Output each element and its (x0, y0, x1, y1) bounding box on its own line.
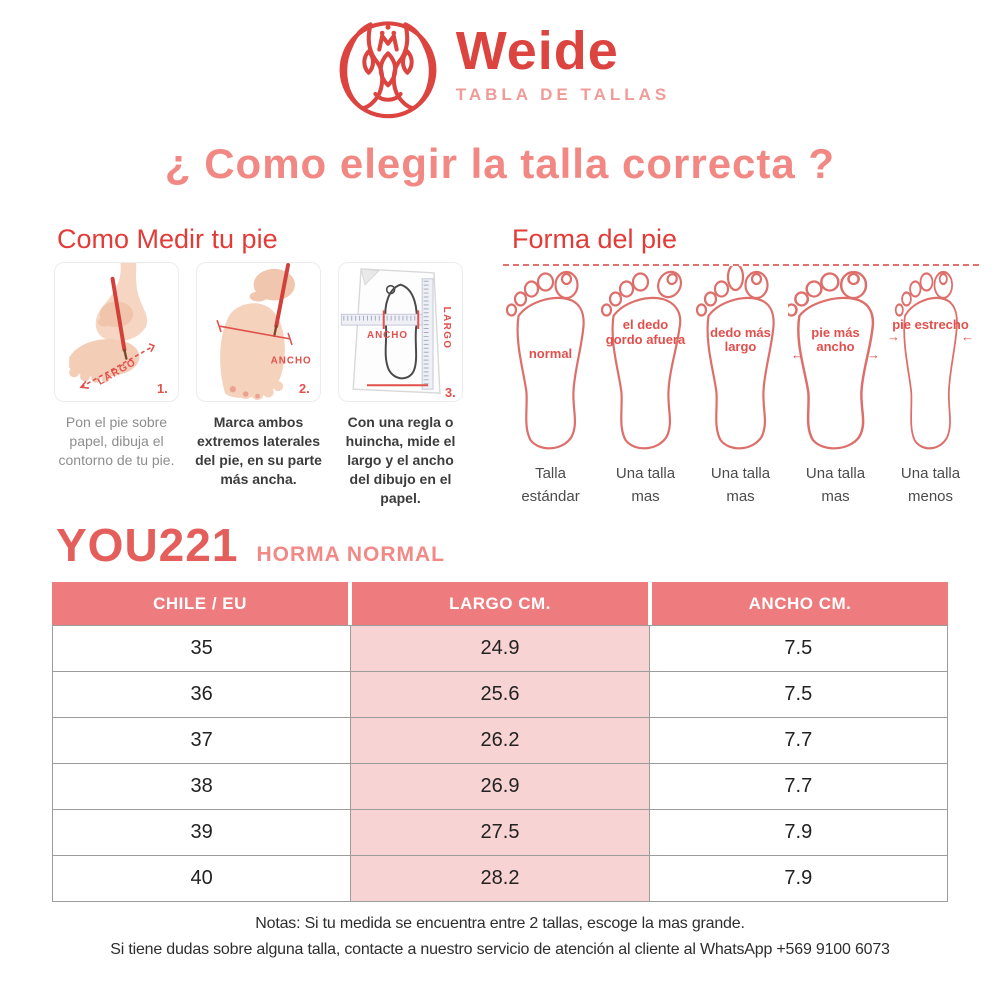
cell-ancho: 7.5 (648, 626, 947, 671)
note-size-between: Notas: Si tu medida se encuentra entre 2… (255, 915, 745, 932)
brand-name: Weide (455, 20, 619, 81)
foot-shape-label: el dedo gordo afuera (605, 316, 686, 347)
foot-shape-result: Una talla menos (900, 465, 961, 506)
shape-section-title: Forma del pie (512, 224, 678, 254)
table-row: 38 26.9 7.7 (53, 763, 947, 809)
arrow-left-icon: ← (961, 329, 974, 345)
foot-shape-result: Una talla mas (615, 465, 676, 506)
cell-size: 40 (190, 867, 213, 889)
cell-ancho: 7.7 (648, 764, 947, 809)
foot-shape-result: Una talla mas (710, 465, 771, 506)
foot-shape-label: pie más ancho (811, 324, 860, 355)
size-table-header: CHILE / EU LARGO CM. ANCHO CM. (52, 582, 948, 625)
step-1-number: 1. (157, 381, 168, 396)
step-3-caption: Con una regla o huincha, mide el largo y… (345, 414, 456, 506)
column-header-chile-eu: CHILE / EU (52, 582, 348, 625)
foot-shape-label: pie estrecho (892, 316, 969, 332)
foot-outline-icon (695, 266, 775, 450)
note-contact-whatsapp: Si tiene dudas sobre alguna talla, conta… (110, 941, 890, 958)
foot-shape-normal: normal Talla estándar (503, 266, 598, 509)
cell-ancho: 7.9 (648, 810, 947, 855)
size-table: CHILE / EU LARGO CM. ANCHO CM. 35 24.9 7… (52, 582, 948, 902)
weide-logo-icon (330, 8, 446, 120)
table-row: 40 28.2 7.9 (53, 855, 947, 901)
cell-largo: 26.2 (350, 718, 649, 763)
foot-outline-icon (788, 270, 875, 450)
table-row: 35 24.9 7.5 (53, 626, 947, 671)
foot-outline-icon (894, 270, 958, 450)
step-2-illustration: ANCHO 2. (196, 262, 321, 402)
foot-outline-icon (505, 270, 585, 450)
foot-shape-big-toe-out: el dedo gordo afuera Una talla mas (598, 266, 693, 509)
foot-shapes: normal Talla estándar (503, 264, 979, 509)
cell-largo: 24.9 (350, 626, 649, 671)
foot-shape-long-toe: dedo más largo Una talla mas (693, 266, 788, 509)
step-1-caption: Pon el pie sobre papel, dibuja el contor… (58, 414, 175, 468)
toe-alignment-dashed-line (503, 264, 979, 266)
cell-size: 39 (190, 821, 213, 843)
model-code: YOU221 (56, 519, 239, 571)
measure-step-3: ANCHO LARGO 3. Con una regla o huincha, … (338, 262, 463, 507)
model-heading: YOU221 HORMA NORMAL (56, 518, 445, 572)
measure-step-1: LARGO 1. Pon el pie sobre papel, dibuja … (54, 262, 179, 507)
cell-size: 36 (190, 683, 213, 705)
step-2-caption: Marca ambos extremos laterales del pie, … (195, 414, 322, 487)
page-title: ¿ Como elegir la talla correcta ? (164, 140, 836, 187)
cell-largo: 28.2 (350, 856, 649, 901)
measure-steps: LARGO 1. Pon el pie sobre papel, dibuja … (54, 262, 464, 507)
foot-shape-narrow: pie estrecho → ← Una talla menos (883, 266, 978, 509)
table-row: 39 27.5 7.9 (53, 809, 947, 855)
foot-shape-result: Una talla mas (805, 465, 866, 506)
step-2-annotation: ANCHO (271, 356, 312, 367)
foot-shape-label: dedo más largo (710, 324, 771, 355)
cell-ancho: 7.9 (648, 856, 947, 901)
cell-largo: 27.5 (350, 810, 649, 855)
cell-largo: 26.9 (350, 764, 649, 809)
table-row: 37 26.2 7.7 (53, 717, 947, 763)
step-3-illustration: ANCHO LARGO 3. (338, 262, 463, 402)
measure-step-2: ANCHO 2. Marca ambos extremos laterales … (195, 262, 322, 507)
brand-subtitle: TABLA DE TALLAS (455, 84, 671, 104)
step-1-illustration: LARGO 1. (54, 262, 179, 402)
cell-size: 38 (190, 775, 213, 797)
arrow-right-icon: → (867, 346, 880, 362)
measure-section-title: Como Medir tu pie (57, 224, 278, 254)
step-3-width-annotation: ANCHO (367, 330, 408, 341)
cell-size: 37 (190, 729, 213, 751)
step-2-number: 2. (299, 381, 310, 396)
column-header-largo: LARGO CM. (352, 582, 648, 625)
column-header-ancho: ANCHO CM. (652, 582, 948, 625)
foot-shape-result: Talla estándar (521, 465, 580, 506)
arrow-left-icon: ← (791, 346, 804, 362)
table-row: 36 25.6 7.5 (53, 671, 947, 717)
foot-shape-label: normal (528, 345, 573, 361)
foot-outline-icon (600, 270, 683, 450)
arrow-right-icon: → (887, 329, 900, 345)
step-3-length-annotation: LARGO (441, 307, 452, 350)
model-note: HORMA NORMAL (256, 543, 445, 566)
cell-ancho: 7.7 (648, 718, 947, 763)
brand-logo: Weide TABLA DE TALLAS (0, 8, 1000, 120)
step-3-number: 3. (445, 385, 456, 400)
cell-largo: 25.6 (350, 672, 649, 717)
cell-size: 35 (190, 637, 213, 659)
cell-ancho: 7.5 (648, 672, 947, 717)
foot-shape-wide: pie más ancho ← → Una talla mas (788, 266, 883, 509)
